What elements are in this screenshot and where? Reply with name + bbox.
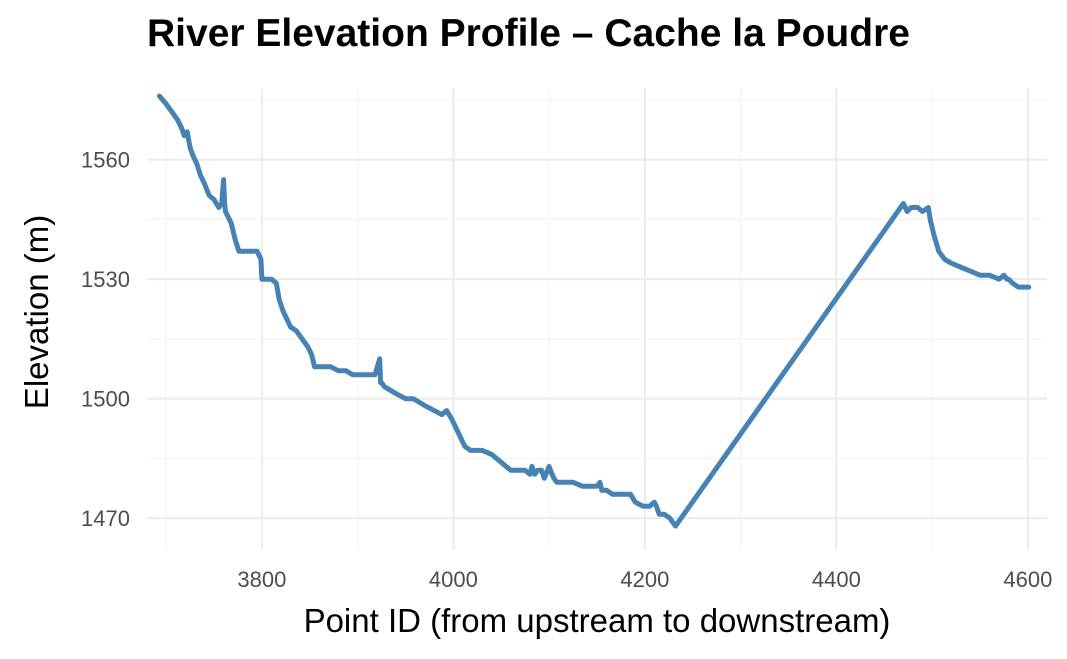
y-tick-label: 1530 — [81, 267, 130, 292]
y-tick-label: 1560 — [81, 148, 130, 173]
elevation-series-line — [156, 93, 1032, 529]
y-tick-label: 1500 — [81, 387, 130, 412]
y-tick-label: 1470 — [81, 506, 130, 531]
x-tick-label: 4200 — [620, 567, 669, 592]
grid-major — [147, 88, 1047, 550]
x-tick-label: 4000 — [429, 567, 478, 592]
y-axis-title: Elevation (m) — [18, 215, 55, 409]
chart-title: River Elevation Profile – Cache la Poudr… — [147, 12, 910, 55]
series-layer — [156, 93, 1032, 529]
x-tick-label: 4400 — [812, 567, 861, 592]
x-axis-ticks: 3800 4000 4200 4400 4600 — [237, 567, 1052, 592]
x-tick-label: 3800 — [237, 567, 286, 592]
grid-minor — [147, 88, 1047, 550]
x-tick-label: 4600 — [1003, 567, 1052, 592]
x-axis-title: Point ID (from upstream to downstream) — [304, 602, 891, 639]
y-axis-ticks: 1470 1500 1530 1560 — [81, 148, 130, 531]
